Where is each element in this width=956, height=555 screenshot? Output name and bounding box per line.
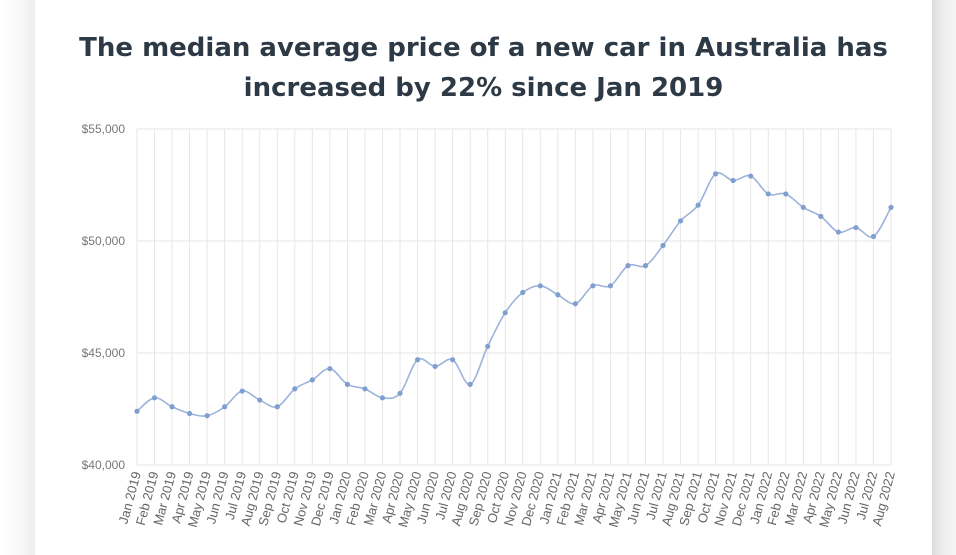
data-point xyxy=(502,310,508,316)
data-point xyxy=(222,404,228,410)
y-tick-label: $50,000 xyxy=(82,234,126,248)
data-point xyxy=(485,343,491,349)
data-point xyxy=(239,388,245,394)
data-point xyxy=(660,242,666,249)
data-point xyxy=(169,404,175,410)
data-point xyxy=(414,357,421,363)
chart-title-line-2: increased by 22% since Jan 2019 xyxy=(243,73,724,103)
data-point xyxy=(870,233,877,240)
data-point xyxy=(520,289,526,296)
y-tick-label: $40,000 xyxy=(82,458,126,472)
data-point xyxy=(677,218,684,224)
y-tick-label: $45,000 xyxy=(82,346,126,360)
data-point xyxy=(555,292,561,298)
grid-lines xyxy=(136,128,892,466)
data-point xyxy=(642,263,649,269)
data-point xyxy=(292,386,298,392)
chart-title-line-1: The median average price of a new car in… xyxy=(79,33,888,63)
data-point xyxy=(730,177,736,184)
data-point xyxy=(537,283,543,289)
data-point xyxy=(362,386,368,392)
left-page-margin xyxy=(0,0,35,555)
series-line xyxy=(136,172,892,417)
data-point xyxy=(853,224,859,231)
data-point xyxy=(590,283,596,289)
data-point xyxy=(344,381,351,387)
data-point xyxy=(327,366,333,372)
data-point xyxy=(379,395,386,401)
data-point xyxy=(818,213,824,219)
price-line xyxy=(136,172,892,417)
data-point xyxy=(835,229,841,235)
data-point xyxy=(274,404,280,410)
chart-card xyxy=(35,0,932,555)
data-point xyxy=(309,377,315,383)
series-points xyxy=(134,171,894,419)
data-point xyxy=(888,204,894,210)
data-point xyxy=(800,204,806,210)
data-point xyxy=(713,171,719,177)
data-point xyxy=(625,263,631,269)
data-point xyxy=(204,413,210,419)
data-point xyxy=(467,381,473,387)
chart-title: The median average price of a new car in… xyxy=(35,28,932,108)
data-point xyxy=(432,363,438,370)
data-point xyxy=(397,390,403,396)
data-point xyxy=(572,301,578,307)
data-point xyxy=(695,202,701,208)
y-axis-tick-labels: $40,000 $45,000 $50,000 $55,000 xyxy=(82,122,126,472)
data-point xyxy=(748,173,754,179)
data-point xyxy=(134,408,140,414)
data-point xyxy=(257,397,263,403)
data-point xyxy=(765,191,771,197)
y-tick-label: $55,000 xyxy=(82,122,126,136)
data-point xyxy=(450,357,456,363)
data-point xyxy=(151,395,158,401)
data-point xyxy=(607,283,614,289)
data-point xyxy=(187,410,193,417)
right-scrollbar-track[interactable] xyxy=(932,0,956,555)
data-point xyxy=(783,191,789,197)
